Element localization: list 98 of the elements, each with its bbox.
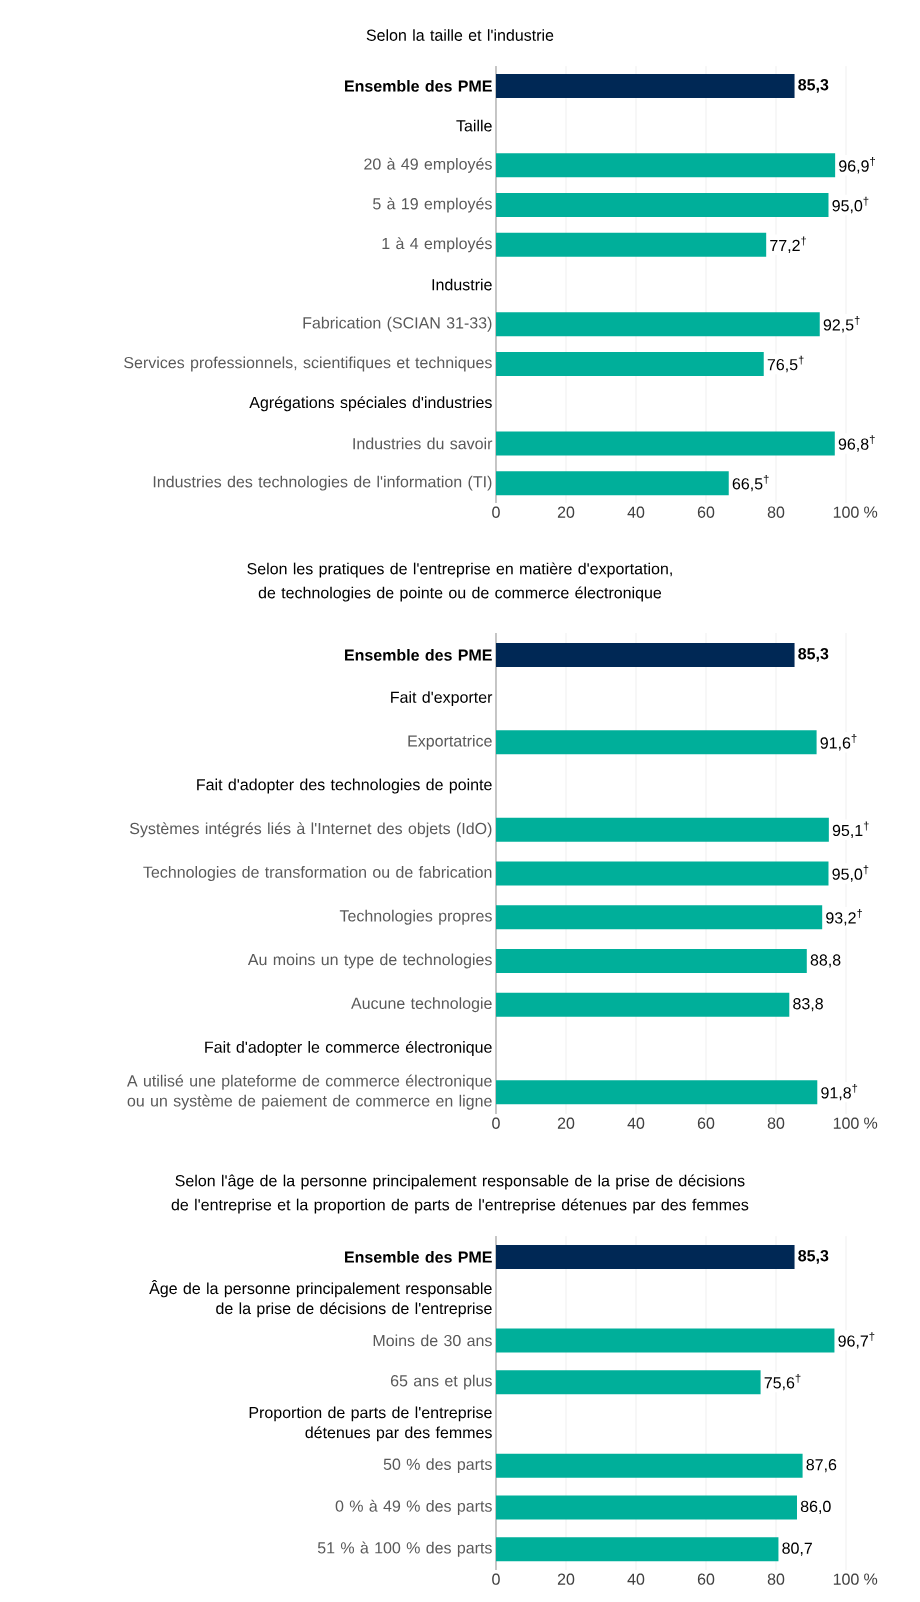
bar	[495, 73, 795, 98]
y-tick-label: 50 % des parts	[383, 1458, 492, 1474]
y-tick-label: 51 % à 100 % des parts	[317, 1541, 492, 1557]
x-tick-label: 80	[767, 1117, 785, 1129]
x-tick-label: 40	[627, 1573, 645, 1585]
y-tick-label: Aucune technologie	[351, 997, 492, 1013]
data-label: 95,0$^{†}$	[832, 865, 869, 882]
x-axis-title: %	[864, 1117, 878, 1129]
y-tick-label: Fait d'adopter le commerce électronique	[205, 1040, 492, 1056]
y-tick-label: Systèmes intégrés liés à l'Internet des objets (IdO)	[129, 822, 492, 838]
bar	[495, 905, 823, 930]
data-label: 87,6	[806, 1459, 837, 1473]
y-tick-label: 65 ans et plus	[390, 1374, 492, 1390]
x-tick-label: 0	[492, 1573, 500, 1585]
data-label: 91,6$^{†}$	[820, 734, 857, 751]
y-tick-label: Au moins un type de technologies	[247, 953, 492, 969]
x-tick-label: 20	[557, 1573, 575, 1585]
y-tick-label: Technologies de transformation ou de fabrication	[143, 866, 492, 881]
data-label: 88,8	[810, 954, 841, 968]
bar	[495, 817, 829, 842]
y-tick-label: 1 à 4 employés	[382, 237, 492, 253]
x-tick-label: 0	[492, 1117, 500, 1129]
y-tick-label: 0 % à 49 % des parts	[335, 1499, 492, 1515]
y-tick-label: Fait d'exporter	[391, 691, 493, 707]
y-tick-label: Fait d'adopter des technologies de pointe	[197, 778, 492, 794]
y-tick-label: Industries du savoir	[353, 437, 493, 450]
x-tick-label: 40	[627, 506, 645, 518]
y-tick-label: 5 à 19 employés	[373, 197, 492, 213]
data-label: 85,3	[798, 79, 829, 93]
y-tick-label: A utilisé une plateforme de commerce électronique ou un système de paiement de commerce en ligne	[126, 1074, 492, 1110]
x-tick-label: 60	[697, 1117, 715, 1129]
bar	[495, 730, 817, 755]
bar	[495, 992, 790, 1017]
y-tick-label: Moins de 30 ans	[373, 1334, 492, 1347]
bar	[495, 1495, 797, 1520]
bar	[495, 431, 835, 456]
y-tick-label: Exportatrice	[408, 734, 492, 750]
bar	[495, 193, 829, 218]
y-tick-label: Ensemble des PME	[345, 649, 492, 661]
chart-title: Selon les pratiques de l'entreprise en matière d'exportation, de technologies de pointe ou de commerce électronique	[247, 562, 672, 602]
y-tick-label: Services professionnels, scientifiques et techniques	[124, 356, 492, 372]
data-label: 66,5$^{†}$	[732, 474, 769, 492]
bar	[495, 948, 807, 973]
data-label: 83,8	[793, 998, 823, 1012]
bar	[495, 1537, 779, 1562]
y-tick-label: Proportion de parts de l'entreprise détenues par des femmes	[249, 1406, 492, 1442]
y-tick-label: Industries des technologies de l'information (TI)	[153, 475, 492, 491]
x-tick-label: 60	[697, 506, 715, 518]
data-label: 96,8$^{†}$	[838, 435, 875, 452]
chart-title: Selon la taille et l'industrie	[366, 29, 554, 41]
bar	[495, 471, 729, 496]
bar	[495, 153, 836, 178]
data-label: 92,5$^{†}$	[823, 316, 860, 333]
data-label: 75,6$^{†}$	[764, 1373, 801, 1391]
bar	[495, 861, 829, 886]
x-axis-title: %	[864, 1573, 878, 1585]
bar	[495, 312, 820, 337]
x-tick-label: 20	[557, 506, 575, 518]
bar	[495, 1328, 835, 1353]
x-tick-label: 40	[627, 1117, 645, 1129]
data-label: 95,1$^{†}$	[832, 821, 869, 838]
x-axis-title: %	[864, 506, 878, 518]
data-label: 95,0$^{†}$	[832, 196, 869, 214]
x-tick-label: 20	[557, 1117, 575, 1129]
bar	[495, 1453, 803, 1478]
data-label: 96,7$^{†}$	[838, 1332, 875, 1349]
x-tick-label: 100	[833, 1573, 859, 1585]
x-tick-label: 100	[833, 506, 859, 518]
data-label: 96,9$^{†}$	[839, 157, 875, 174]
data-label: 85,3	[798, 648, 829, 662]
x-tick-label: 80	[767, 506, 785, 518]
data-label: 91,8$^{†}$	[821, 1083, 858, 1101]
x-tick-label: 80	[767, 1573, 785, 1585]
x-tick-label: 100	[833, 1117, 859, 1129]
bar	[495, 1080, 818, 1105]
y-tick-label: Technologies propres	[339, 909, 492, 925]
bar	[495, 232, 767, 257]
y-tick-label: Âge de la personne principalement responsable de la prise de décisions de l'entreprise	[149, 1279, 492, 1318]
data-label: 80,7	[782, 1542, 812, 1556]
x-tick-label: 0	[492, 506, 500, 518]
bar	[495, 642, 795, 667]
x-tick-label: 60	[697, 1573, 715, 1585]
bar	[495, 1370, 761, 1395]
y-tick-label: 20 à 49 employés	[364, 157, 492, 173]
y-tick-label: Taille	[456, 119, 492, 132]
data-label: 77,2$^{†}$	[770, 236, 807, 253]
y-tick-label: Fabrication (SCIAN 31-33)	[303, 316, 492, 332]
data-label: 76,5$^{†}$	[767, 355, 804, 373]
chart-title: Selon l'âge de la personne principalement responsable de la prise de décisions de l'entreprise et la proportion de parts de l'entreprise détenues par des femmes	[171, 1174, 749, 1214]
y-tick-label: Agrégations spéciales d'industries	[249, 396, 492, 412]
bar	[495, 351, 764, 376]
y-tick-label: Industrie	[432, 278, 492, 291]
y-tick-label: Ensemble des PME	[345, 1251, 492, 1263]
data-label: 85,3	[798, 1250, 829, 1264]
y-tick-label: Ensemble des PME	[345, 80, 492, 92]
data-label: 93,2$^{†}$	[826, 909, 863, 926]
bar	[495, 1244, 795, 1269]
data-label: 86,0	[800, 1500, 831, 1514]
